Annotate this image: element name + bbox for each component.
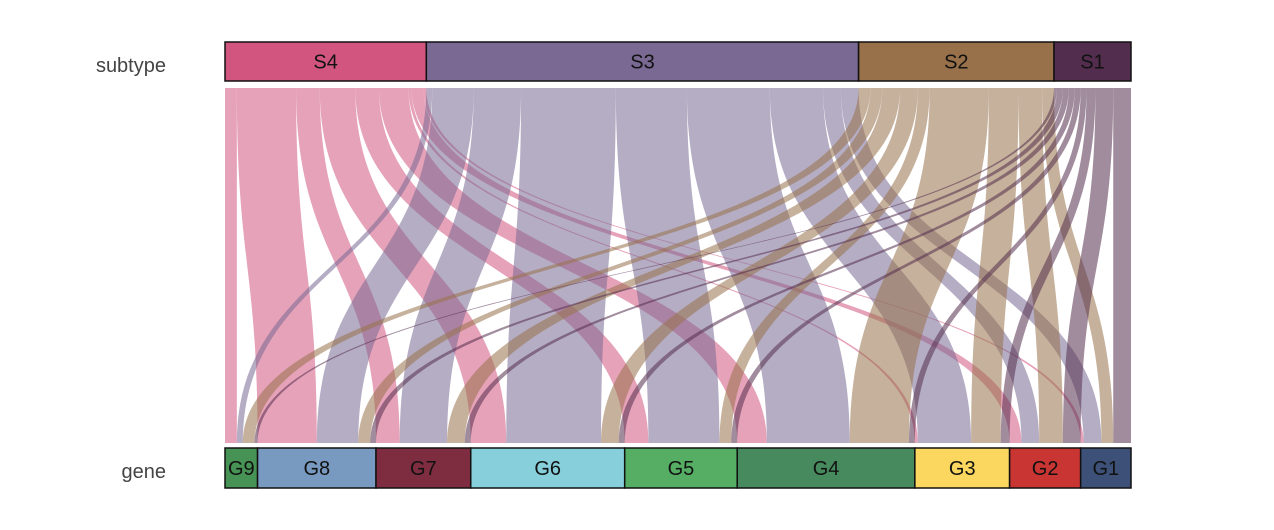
subtype-bar-s1	[1053, 41, 1132, 82]
axis-label-gene: gene	[122, 461, 167, 483]
flow-s2-g6	[601, 88, 918, 443]
flow-s2-g2	[1018, 88, 1063, 443]
flows-layer	[225, 88, 1131, 443]
flow-s1-g1	[1113, 88, 1131, 443]
flow-s1-g8	[370, 88, 1063, 443]
gene-bar-g4	[736, 447, 916, 489]
gene-bar-g7	[375, 447, 472, 489]
flow-s4-g7	[296, 88, 400, 443]
flow-s2-g1	[1042, 88, 1114, 443]
subtype-label-s1: S1	[1080, 52, 1104, 74]
flow-s3-g8	[316, 88, 474, 443]
flow-s3-g7	[399, 88, 522, 443]
subtype-label-s4: S4	[313, 52, 337, 74]
flow-s3-g9	[236, 88, 433, 443]
subtype-bar-s4	[224, 41, 428, 82]
gene-bar-g5	[623, 447, 738, 489]
flow-s1-g9	[254, 88, 1057, 443]
gene-label-g9: G9	[228, 458, 255, 480]
flow-s1-g2	[1062, 88, 1114, 443]
flow-s3-g1	[840, 88, 1102, 443]
flow-s4-g8	[236, 88, 317, 443]
bars-layer: S4 S3 S2 S1 G9 G8 G7 G6 G5 G4 G3 G2 G1	[224, 41, 1132, 489]
gene-bar-g1	[1079, 447, 1132, 489]
flow-s4-g5	[355, 88, 649, 443]
gene-label-g8: G8	[303, 458, 330, 480]
gene-label-g3: G3	[949, 458, 976, 480]
flow-s2-g5	[719, 88, 930, 443]
flow-s1-g6	[618, 88, 1075, 443]
axis-label-subtype: subtype	[96, 55, 166, 77]
gene-label-g5: G5	[668, 458, 695, 480]
subtype-bar-s2	[857, 41, 1055, 82]
subtype-bar-s3	[425, 41, 860, 82]
gene-label-g7: G7	[410, 458, 437, 480]
flow-s2-g8	[358, 88, 883, 443]
gene-label-g2: G2	[1032, 458, 1059, 480]
flow-s1-g7	[464, 88, 1069, 443]
gene-bar-g6	[469, 447, 626, 489]
flow-s1-g3	[1000, 88, 1096, 443]
gene-bar-g8	[256, 447, 377, 489]
subtype-label-s3: S3	[630, 52, 654, 74]
gene-label-g1: G1	[1092, 458, 1119, 480]
subtype-label-s2: S2	[944, 52, 968, 74]
flow-s2-g9	[242, 88, 871, 443]
flow-s4-g9	[225, 88, 237, 443]
gene-bar-g2	[1008, 447, 1082, 489]
flow-s2-g4	[849, 88, 989, 443]
flow-s2-g7	[447, 88, 901, 443]
gene-label-g6: G6	[534, 458, 561, 480]
flow-s1-g5	[731, 88, 1081, 443]
flow-s1-g4	[908, 88, 1087, 443]
gene-label-g4: G4	[813, 458, 840, 480]
gene-bar-g3	[914, 447, 1011, 489]
